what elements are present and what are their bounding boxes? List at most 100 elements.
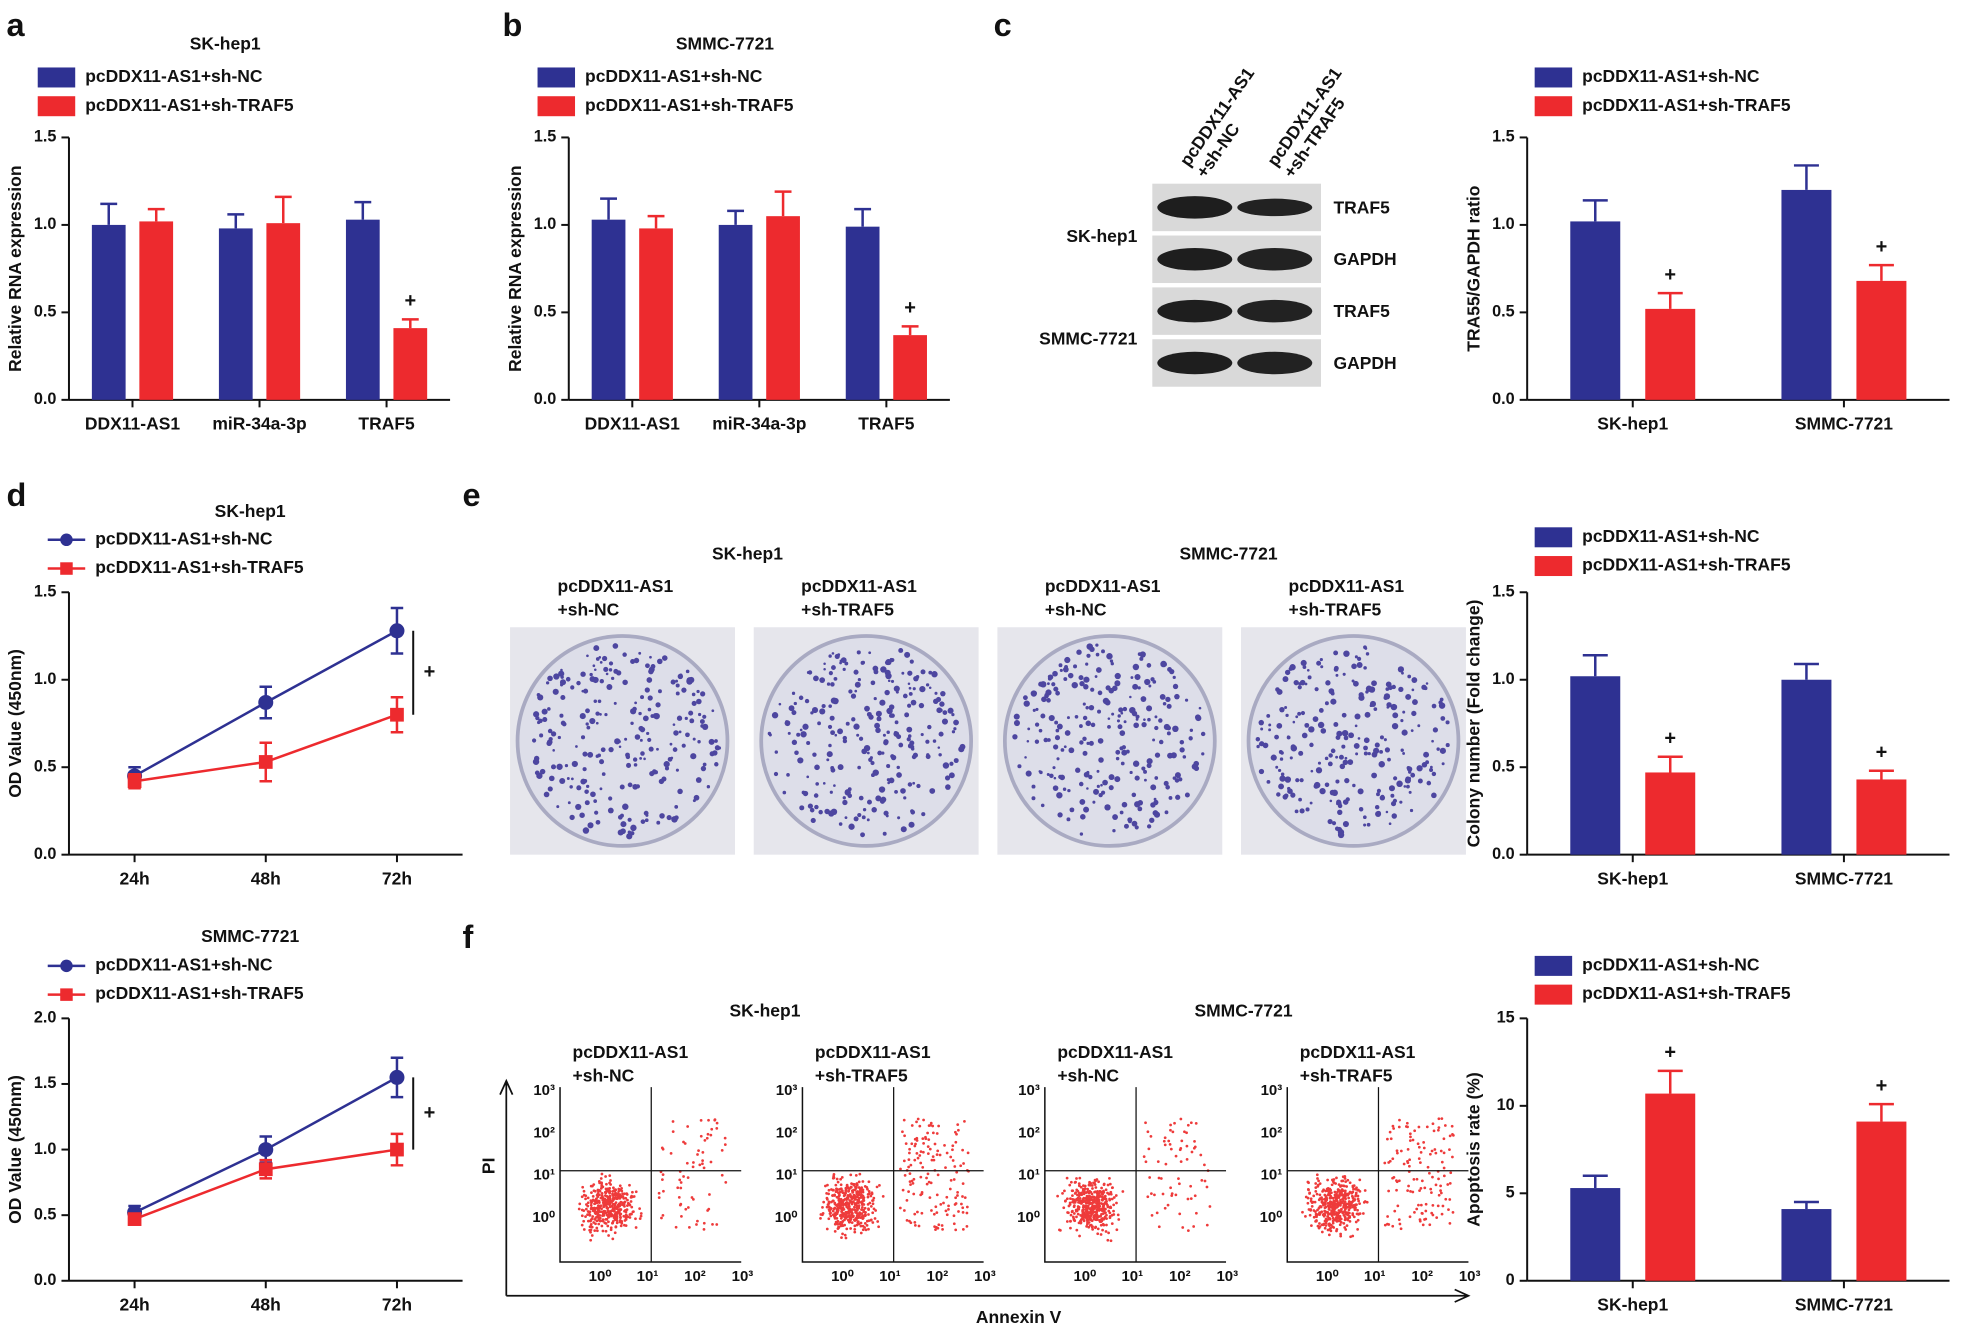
error-bar (600, 197, 617, 220)
colony (902, 693, 908, 699)
plate-label: +sh-NC (558, 600, 620, 620)
event (867, 1219, 871, 1223)
event (872, 1196, 876, 1200)
event (1094, 1205, 1098, 1208)
event (1162, 1139, 1166, 1143)
event (1082, 1214, 1086, 1218)
colony (894, 720, 899, 725)
colony (644, 687, 650, 693)
event (1318, 1193, 1322, 1197)
y-tick-label: 1.5 (34, 128, 57, 146)
colony (1425, 682, 1429, 685)
event (1326, 1204, 1330, 1208)
colony (1154, 715, 1158, 719)
event (913, 1137, 917, 1141)
colony (556, 805, 560, 809)
colony (1053, 776, 1057, 780)
colony (1300, 659, 1307, 667)
colony (1046, 738, 1051, 742)
event (591, 1195, 595, 1198)
event (686, 1206, 690, 1209)
event (1056, 1194, 1059, 1198)
event (1150, 1192, 1153, 1195)
colony (1090, 687, 1095, 692)
colony (1305, 807, 1310, 812)
event (924, 1137, 928, 1141)
event (1318, 1225, 1322, 1228)
event (699, 1119, 703, 1122)
event (1330, 1183, 1334, 1187)
colony (857, 765, 861, 770)
colony (1410, 772, 1416, 778)
event (1155, 1211, 1159, 1215)
event (1081, 1208, 1084, 1212)
event (1169, 1123, 1172, 1127)
event (596, 1188, 600, 1192)
event (1391, 1124, 1395, 1128)
colony (1027, 727, 1031, 731)
colony (1059, 668, 1063, 672)
event (709, 1133, 713, 1137)
colony (547, 707, 551, 711)
colony (656, 747, 659, 751)
colony (657, 658, 663, 665)
event (661, 1178, 664, 1182)
event (1166, 1203, 1170, 1207)
event (1342, 1213, 1346, 1217)
event (696, 1219, 699, 1223)
colony (640, 695, 645, 700)
colony (1290, 792, 1296, 798)
colony (1282, 676, 1289, 683)
event (1437, 1126, 1441, 1130)
colony (1026, 740, 1030, 743)
plate-label: pcDDX11-AS1 (573, 1042, 689, 1062)
event (869, 1205, 873, 1208)
event (850, 1195, 854, 1199)
colony (828, 671, 833, 676)
colony (1331, 821, 1337, 826)
event (1426, 1165, 1430, 1169)
event (605, 1202, 608, 1205)
event (691, 1165, 695, 1169)
event (858, 1212, 862, 1216)
colony (1063, 677, 1068, 681)
event (1318, 1222, 1321, 1225)
event (613, 1231, 617, 1235)
event (847, 1202, 851, 1205)
colony (1347, 759, 1354, 765)
colony (1376, 792, 1380, 797)
colony (876, 716, 882, 722)
event (1341, 1184, 1345, 1188)
event (1331, 1219, 1335, 1223)
event (599, 1204, 603, 1208)
event (604, 1175, 607, 1178)
event (1315, 1173, 1319, 1177)
colony (1079, 724, 1083, 728)
panel-letter: f (463, 919, 474, 955)
event (1306, 1196, 1310, 1200)
event (954, 1196, 957, 1200)
colony (1320, 728, 1327, 734)
colony (1141, 721, 1147, 728)
event (601, 1214, 604, 1218)
colony (1352, 783, 1356, 788)
panel-letter: b (503, 7, 523, 43)
colony (1079, 680, 1085, 687)
event (1167, 1139, 1171, 1143)
colony (856, 733, 860, 737)
colony (645, 663, 650, 669)
event (585, 1203, 588, 1206)
event (1110, 1222, 1114, 1225)
event (1439, 1149, 1443, 1153)
colony (1137, 652, 1142, 656)
colony (1379, 735, 1384, 740)
colony (611, 676, 615, 681)
event (1351, 1190, 1355, 1194)
colony (767, 731, 772, 736)
colony (778, 702, 782, 706)
event (1437, 1128, 1440, 1132)
event (956, 1191, 959, 1194)
event (1062, 1206, 1066, 1210)
colony (1276, 722, 1283, 729)
event (1173, 1121, 1176, 1125)
